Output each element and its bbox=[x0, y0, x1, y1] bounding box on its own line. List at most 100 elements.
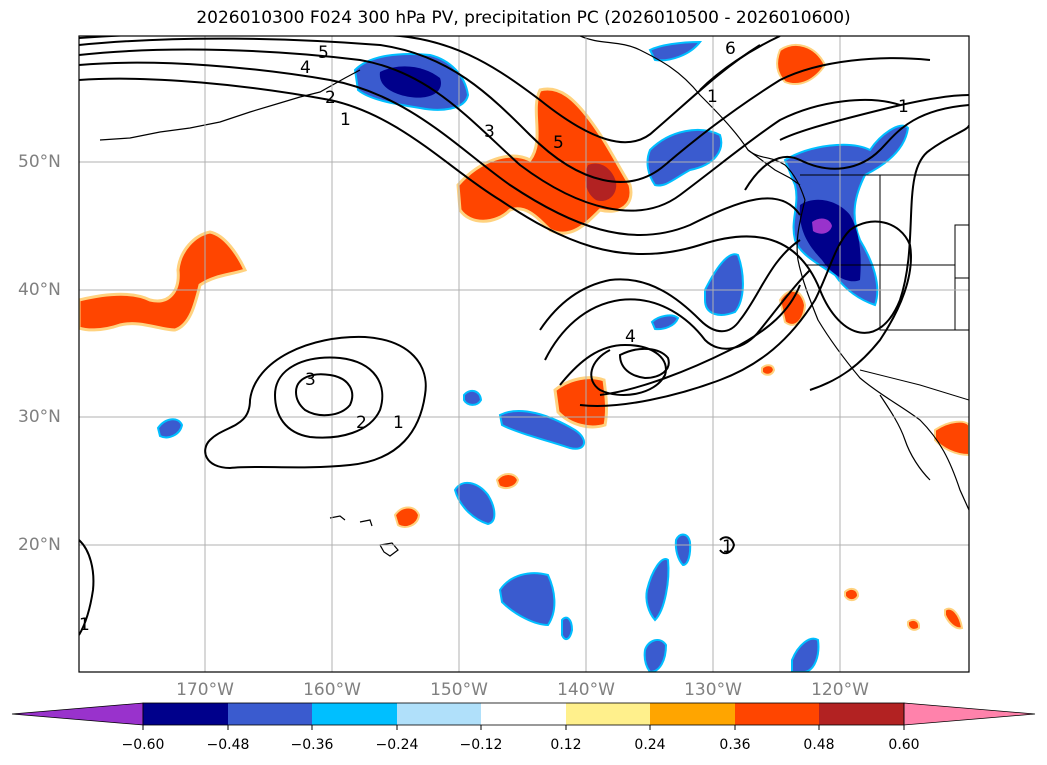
contour-label: 2 bbox=[356, 413, 367, 433]
lon-label: 130°W bbox=[684, 680, 742, 700]
colorbar-cell bbox=[819, 703, 904, 725]
negative-anomaly-central bbox=[453, 481, 496, 526]
positive-anomaly-small1 bbox=[761, 364, 776, 376]
gridlines bbox=[79, 36, 969, 672]
contour-label-group: 5 4 2 1 3 5 6 1 1 3 2 1 4 1 1 bbox=[79, 39, 909, 635]
colorbar-cell bbox=[650, 703, 735, 725]
contour-label: 4 bbox=[300, 58, 311, 78]
colorbar-tick-label: −0.12 bbox=[459, 737, 503, 753]
positive-anomaly-west bbox=[79, 230, 248, 332]
colorbar-cell bbox=[312, 703, 397, 725]
negative-anomaly-alaska-core bbox=[379, 66, 441, 98]
positive-anomaly-north-pacific bbox=[456, 87, 633, 235]
pv-contour-trough-1 bbox=[539, 239, 801, 333]
colorbar-cell bbox=[11, 702, 144, 726]
pv-contour-trough-4 bbox=[618, 347, 670, 380]
map-frame bbox=[79, 36, 969, 672]
contour-label: 1 bbox=[340, 110, 351, 130]
colorbar-cell bbox=[481, 703, 566, 725]
pv-contour-5 bbox=[79, 36, 761, 144]
positive-anomaly-gulf-alaska bbox=[776, 44, 827, 85]
colorbar-tick-label: −0.36 bbox=[290, 737, 334, 753]
lon-label: 160°W bbox=[303, 680, 361, 700]
positive-anomaly-hawaii bbox=[393, 506, 421, 528]
contour-label: 1 bbox=[898, 97, 909, 117]
coastline-hawaii-2 bbox=[359, 519, 373, 527]
negative-anomaly-northwest-extreme bbox=[812, 218, 832, 234]
pv-contour-ne bbox=[779, 94, 969, 141]
positive-anomaly-core bbox=[585, 163, 617, 202]
coastline-mainland-north bbox=[747, 149, 801, 186]
pv-contour-trough-6 bbox=[599, 284, 801, 396]
contour-label: 4 bbox=[625, 327, 636, 347]
lat-label: 20°N bbox=[18, 535, 61, 555]
pv-contour-west-3 bbox=[294, 373, 354, 417]
coastline-hawaii-1 bbox=[329, 515, 346, 521]
negative-anomaly-small5 bbox=[650, 314, 680, 331]
negative-anomaly-south3 bbox=[791, 637, 820, 672]
colorbar-tick-label: 0.24 bbox=[634, 737, 666, 753]
positive-anomaly-small3 bbox=[944, 607, 964, 630]
lon-label: 120°W bbox=[811, 680, 869, 700]
lat-label: 30°N bbox=[18, 407, 61, 427]
colorbar-tick-label: 0.36 bbox=[719, 737, 751, 753]
colorbar-cell bbox=[397, 703, 481, 725]
pv-contour-west-2 bbox=[273, 356, 384, 439]
contour-label: 1 bbox=[79, 615, 90, 635]
colorbar-cell bbox=[228, 703, 312, 725]
pv-contour-east-1 bbox=[744, 104, 969, 191]
pv-contour-3 bbox=[79, 48, 901, 212]
colorbar-cell bbox=[143, 703, 228, 725]
pv-contour-trough-3 bbox=[559, 343, 667, 396]
negative-anomaly-small6 bbox=[648, 40, 703, 62]
contour-label: 2 bbox=[325, 88, 336, 108]
negative-anomaly-west-small bbox=[156, 418, 184, 439]
colorbar-tick-label: 0.12 bbox=[550, 737, 582, 753]
contour-label: 5 bbox=[553, 133, 564, 153]
map-border bbox=[78, 35, 970, 673]
contour-label: 1 bbox=[722, 537, 733, 557]
negative-anomaly-south2 bbox=[643, 638, 668, 672]
contour-label: 1 bbox=[393, 413, 404, 433]
negative-anomaly-south-central bbox=[498, 572, 556, 627]
colorbar-tick-label: 0.48 bbox=[803, 737, 835, 753]
lat-label: 40°N bbox=[18, 280, 61, 300]
coastline-alaska bbox=[579, 36, 749, 151]
contour-label: 6 bbox=[725, 39, 736, 59]
colorbar bbox=[11, 702, 1036, 730]
contour-label: 3 bbox=[305, 370, 316, 390]
lon-label: 150°W bbox=[430, 680, 488, 700]
colorbar-tick-label: 0.60 bbox=[888, 737, 920, 753]
pv-contour-1-north bbox=[79, 77, 969, 334]
coastline-aleutians bbox=[99, 69, 361, 141]
pv-contours bbox=[79, 36, 969, 636]
contour-label: 5 bbox=[318, 43, 329, 63]
coastlines bbox=[99, 36, 969, 557]
colorbar-cell bbox=[735, 703, 819, 725]
positive-anomaly-small2 bbox=[844, 587, 860, 602]
colorbar-tick-label: −0.24 bbox=[375, 737, 419, 753]
pv-contour-small bbox=[719, 536, 736, 555]
negative-anomaly-offshore bbox=[498, 409, 585, 450]
lat-label: 50°N bbox=[18, 152, 61, 172]
pv-contour-2 bbox=[79, 61, 801, 236]
borders bbox=[800, 174, 969, 401]
coastline-hawaii-3 bbox=[379, 542, 399, 557]
coastline-west-coast bbox=[796, 199, 969, 511]
precip-shading bbox=[79, 40, 969, 672]
pv-contour-west-1 bbox=[204, 335, 427, 470]
lon-label: 170°W bbox=[176, 680, 234, 700]
pv-contour-east-6 bbox=[699, 36, 781, 91]
pv-contour-sw bbox=[79, 539, 95, 636]
colorbar-tick-label: −0.48 bbox=[206, 737, 250, 753]
colorbar-cell bbox=[903, 702, 1036, 726]
colorbar-tick-label: −0.60 bbox=[121, 737, 165, 753]
contour-label: 3 bbox=[484, 122, 495, 142]
pv-contour-4 bbox=[79, 37, 931, 183]
positive-anomaly-mid bbox=[495, 473, 520, 489]
figure-title: 2026010300 F024 300 hPa PV, precipitatio… bbox=[196, 8, 851, 28]
negative-anomaly-small7 bbox=[561, 616, 574, 641]
colorbar-cell bbox=[566, 703, 650, 725]
coastline-bc bbox=[747, 149, 806, 201]
